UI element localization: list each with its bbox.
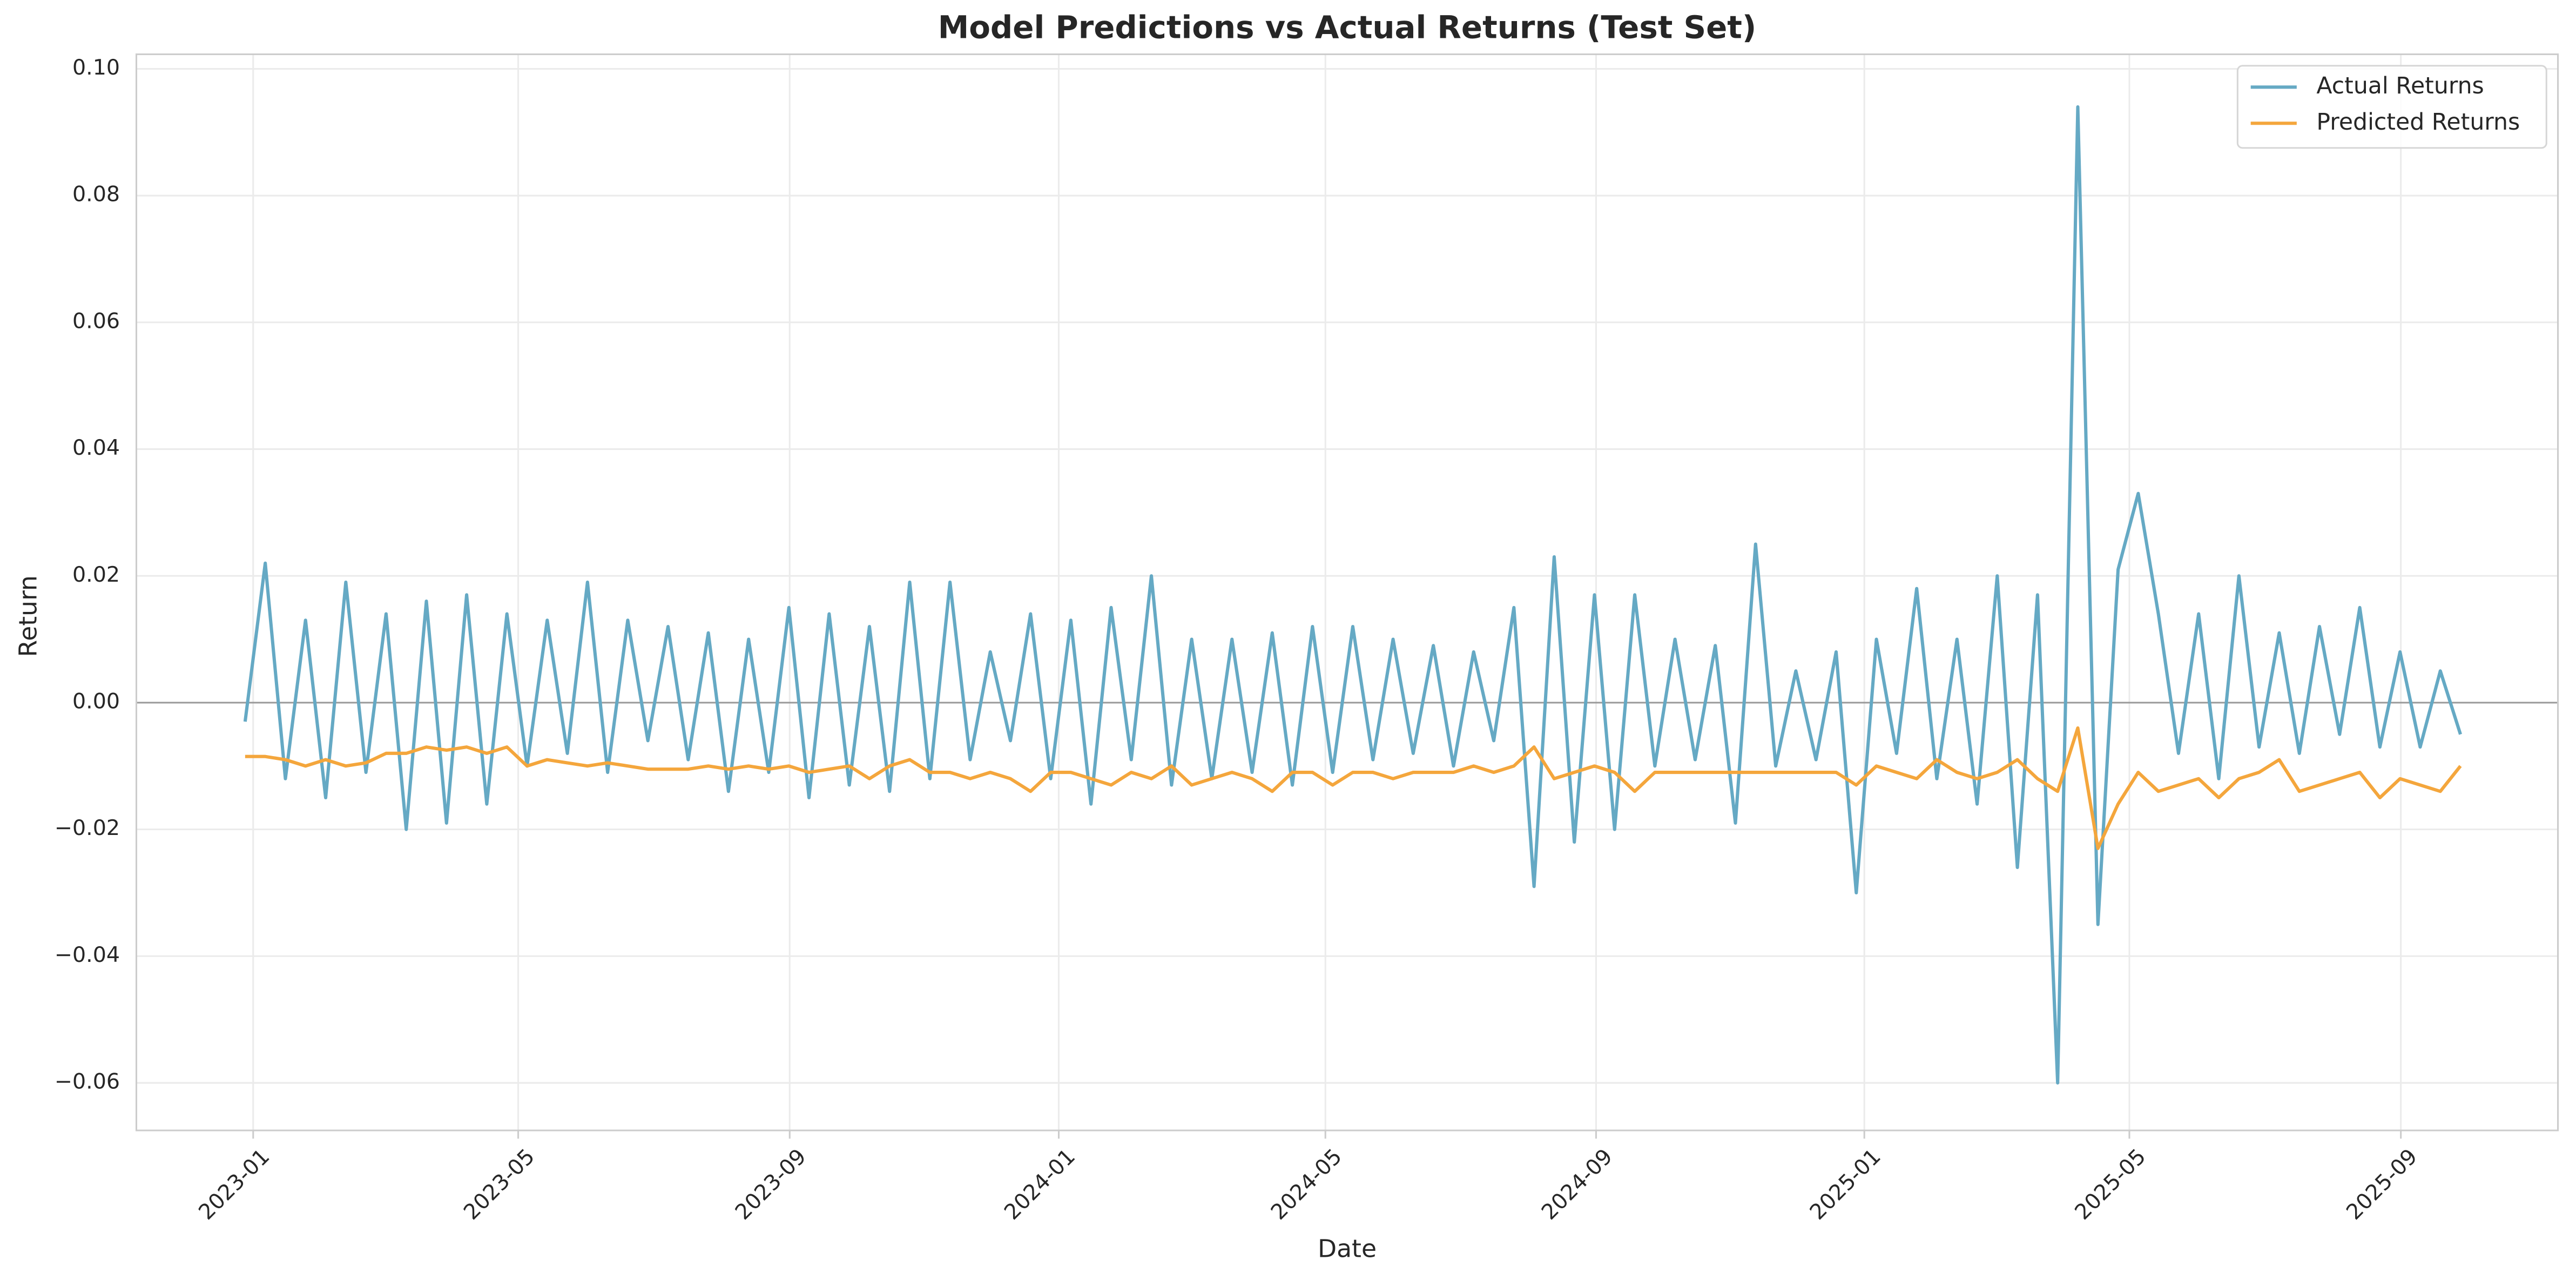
legend-label: Actual Returns	[2316, 72, 2484, 99]
y-tick-label: 0.00	[72, 689, 120, 713]
x-axis-label: Date	[1318, 1235, 1377, 1263]
chart-title: Model Predictions vs Actual Returns (Tes…	[938, 9, 1757, 45]
y-tick-label: −0.04	[55, 942, 120, 967]
legend-label: Predicted Returns	[2316, 109, 2520, 136]
series-line	[243, 105, 2462, 1085]
legend: Actual Returns Predicted Returns	[2236, 65, 2547, 149]
legend-box	[2236, 65, 2547, 149]
y-tick-label: −0.02	[55, 816, 120, 840]
y-tick-label: −0.06	[55, 1069, 120, 1094]
y-tick-label: 0.08	[72, 182, 120, 207]
series-line	[245, 726, 2462, 850]
y-tick-label: 0.02	[72, 562, 120, 587]
y-tick-label: 0.04	[72, 435, 120, 460]
y-tick-label: 0.06	[72, 308, 120, 333]
plot-frame	[135, 53, 2559, 1131]
y-axis-label: Return	[14, 575, 42, 657]
y-tick-label: 0.10	[72, 55, 120, 80]
